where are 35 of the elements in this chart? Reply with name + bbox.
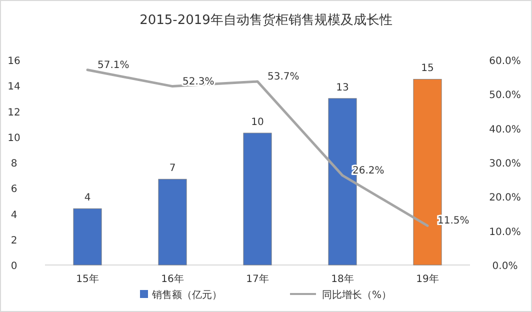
x-tick-label: 17年 <box>246 273 269 285</box>
y2-tick-label: 20.0% <box>489 192 521 204</box>
data-label: 53.7% <box>268 72 300 83</box>
y-tick-label: 4 <box>10 210 18 221</box>
data-label: 4 <box>84 192 91 204</box>
y-tick-label: 16 <box>8 56 20 67</box>
legend-label: 同比增长（%） <box>322 289 392 301</box>
y-tick-label: 2 <box>10 235 18 246</box>
data-label: 10 <box>251 117 264 128</box>
data-label: 15 <box>421 63 434 74</box>
data-label: 57.1% <box>98 60 130 71</box>
chart-title: 2015-2019年自动售货柜销售规模及成长性 <box>140 13 392 28</box>
y-tick-label: 0 <box>10 261 18 272</box>
y2-tick-label: 50.0% <box>489 90 521 102</box>
y-tick-label: 10 <box>8 132 20 144</box>
y-tick-label: 8 <box>10 158 18 170</box>
y2-tick-label: 60.0% <box>489 56 521 67</box>
bar <box>73 208 102 266</box>
y2-tick-label: 30.0% <box>489 158 521 170</box>
x-tick-label: 15年 <box>76 273 99 285</box>
data-label: 13 <box>336 82 349 94</box>
y-tick-label: 14 <box>8 82 20 93</box>
x-tick-label: 19年 <box>416 273 439 285</box>
y-tick-label: 6 <box>10 184 18 196</box>
data-label: 7 <box>169 163 176 174</box>
x-tick-label: 16年 <box>161 273 184 285</box>
x-tick-label: 18年 <box>331 273 354 285</box>
bar <box>158 178 187 266</box>
y-tick-label: 12 <box>8 107 20 118</box>
y2-tick-label: 0.0% <box>492 261 518 272</box>
data-label: 52.3% <box>182 76 214 88</box>
y2-tick-label: 40.0% <box>489 124 521 136</box>
bar <box>243 132 272 266</box>
y2-tick-label: 10.0% <box>489 226 521 238</box>
legend-label: 销售额（亿元） <box>151 289 222 301</box>
